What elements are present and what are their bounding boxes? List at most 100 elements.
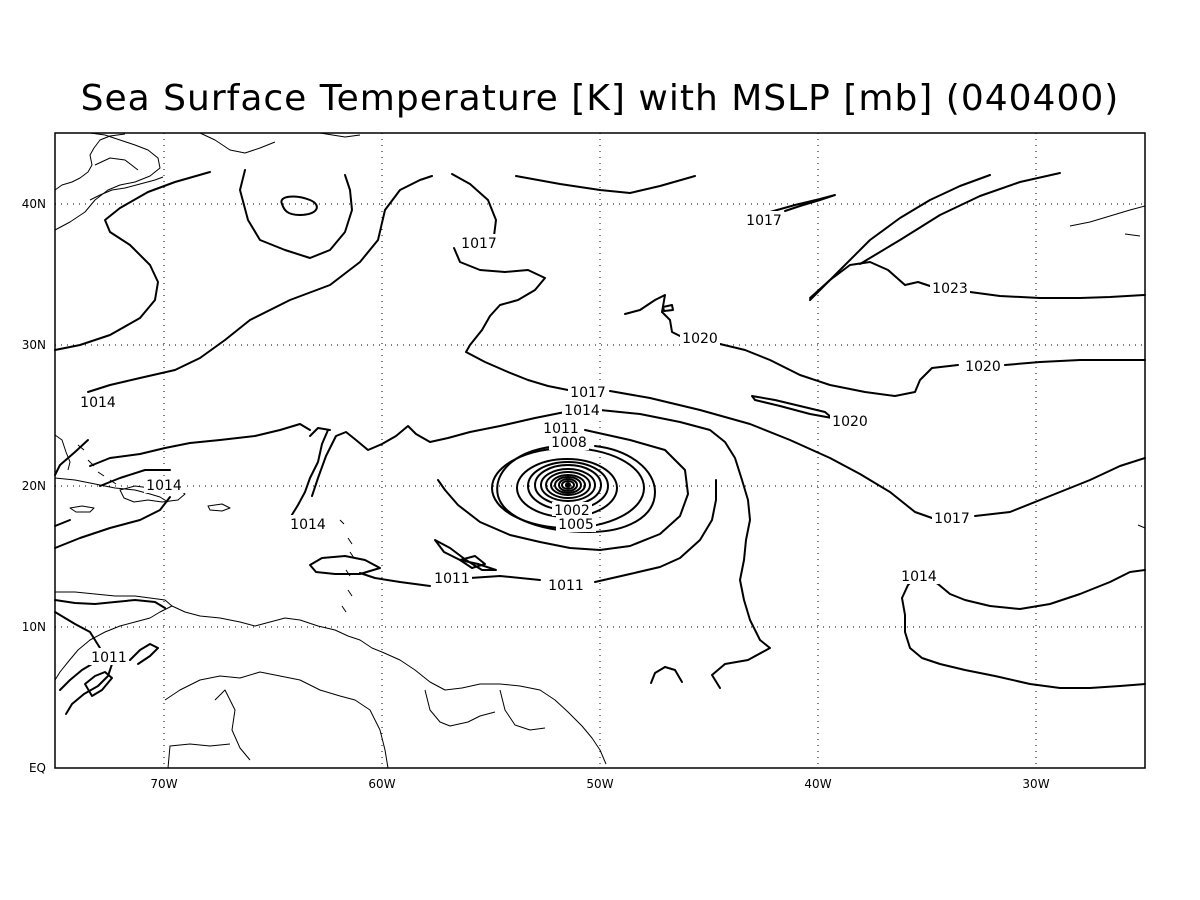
x-tick-label: 70W	[150, 777, 177, 791]
isobar	[451, 173, 497, 239]
label-bg	[89, 648, 129, 665]
label-bg	[930, 279, 970, 296]
contour-label: 1017	[570, 385, 606, 401]
isobar	[289, 429, 329, 519]
contour-label: 1011	[548, 578, 584, 594]
contour-label: 1020	[832, 414, 868, 430]
isobar	[515, 175, 696, 194]
label-bg	[144, 476, 184, 493]
isobar	[434, 539, 497, 571]
contour-label: 1017	[746, 213, 782, 229]
low-center	[565, 482, 571, 488]
north-coast-outline	[319, 132, 361, 138]
contour-label: 1008	[551, 435, 587, 451]
isobar	[624, 294, 681, 337]
puerto-rico-coast	[207, 503, 231, 512]
lesser-antilles	[339, 519, 355, 613]
contour-label: 1002	[554, 503, 590, 519]
venezuela-inland	[164, 671, 389, 769]
isobar	[54, 171, 211, 351]
isobar	[54, 439, 89, 476]
isobar	[309, 427, 331, 437]
contour-labels: 1017 1017 1023 1020 1020 1020 1017 1014 …	[78, 211, 1003, 666]
contour-label: 1005	[558, 517, 594, 533]
x-axis: 70W 60W 50W 40W 30W	[150, 777, 1049, 791]
isobar	[650, 666, 683, 684]
contour-label: 1014	[146, 478, 182, 494]
isobar	[558, 478, 578, 492]
y-axis: EQ 10N 20N 30N 40N	[22, 197, 46, 775]
jamaica-coast	[69, 505, 95, 513]
isobar	[719, 343, 959, 397]
isobar	[54, 519, 71, 527]
isobar	[594, 479, 717, 583]
contour-label: 1011	[434, 571, 470, 587]
guyana-border	[424, 689, 496, 727]
isobar	[974, 457, 1146, 517]
isobar	[54, 611, 101, 649]
isobar	[969, 291, 1146, 299]
contour-label: 1023	[932, 281, 968, 297]
bahamas	[77, 444, 117, 485]
label-bg	[562, 401, 602, 418]
isobar	[453, 247, 569, 391]
isobar	[662, 304, 674, 312]
x-tick-label: 60W	[368, 777, 395, 791]
x-tick-label: 40W	[804, 777, 831, 791]
brazil-border	[167, 743, 231, 769]
isobar	[54, 599, 166, 609]
isobar	[129, 643, 159, 665]
isobar	[751, 395, 833, 419]
label-bg	[556, 515, 596, 532]
label-bg	[78, 393, 118, 410]
isobar	[239, 169, 353, 259]
contour-label: 1014	[290, 517, 326, 533]
isobar	[554, 476, 582, 494]
isobar	[87, 175, 433, 393]
y-tick-label: EQ	[29, 761, 46, 775]
label-bg	[963, 357, 1003, 374]
label-bg	[432, 569, 472, 586]
isobar	[84, 671, 113, 697]
label-bg	[288, 515, 328, 532]
isobar	[280, 195, 318, 216]
isobar	[809, 261, 931, 299]
label-bg	[546, 576, 586, 593]
isobar	[769, 194, 836, 213]
y-tick-label: 30N	[22, 338, 46, 352]
isobar	[809, 174, 991, 301]
contour-label: 1011	[91, 650, 127, 666]
contour-label: 1014	[564, 403, 600, 419]
isobar	[540, 468, 596, 502]
y-tick-label: 10N	[22, 620, 46, 634]
contour-label: 1014	[901, 569, 937, 585]
south-america-coast	[171, 605, 607, 765]
isobar	[561, 480, 575, 490]
x-tick-label: 50W	[586, 777, 613, 791]
y-tick-label: 40N	[22, 197, 46, 211]
central-america-coast	[54, 591, 173, 681]
map-title: Sea Surface Temperature [K] with MSLP [m…	[80, 78, 1120, 119]
isobars	[54, 169, 1146, 715]
florida-coast	[54, 434, 71, 471]
label-bg	[568, 383, 608, 400]
label-bg	[744, 211, 784, 228]
label-bg	[899, 567, 939, 584]
new-england-border	[94, 157, 139, 171]
contour-label: 1017	[461, 236, 497, 252]
isobar	[469, 575, 541, 581]
isobar	[89, 423, 311, 467]
north-land-outline	[199, 132, 276, 154]
contour-label: 1020	[965, 359, 1001, 375]
isobar	[54, 496, 171, 549]
small-islet	[1137, 524, 1146, 529]
label-bg	[549, 433, 589, 450]
isobar	[459, 555, 486, 569]
isobar	[311, 411, 566, 497]
new-england-coast	[54, 133, 126, 191]
label-bg	[680, 329, 720, 346]
east-atlantic-islet	[1124, 233, 1141, 237]
isobar	[1004, 359, 1146, 366]
isobar	[550, 474, 586, 496]
